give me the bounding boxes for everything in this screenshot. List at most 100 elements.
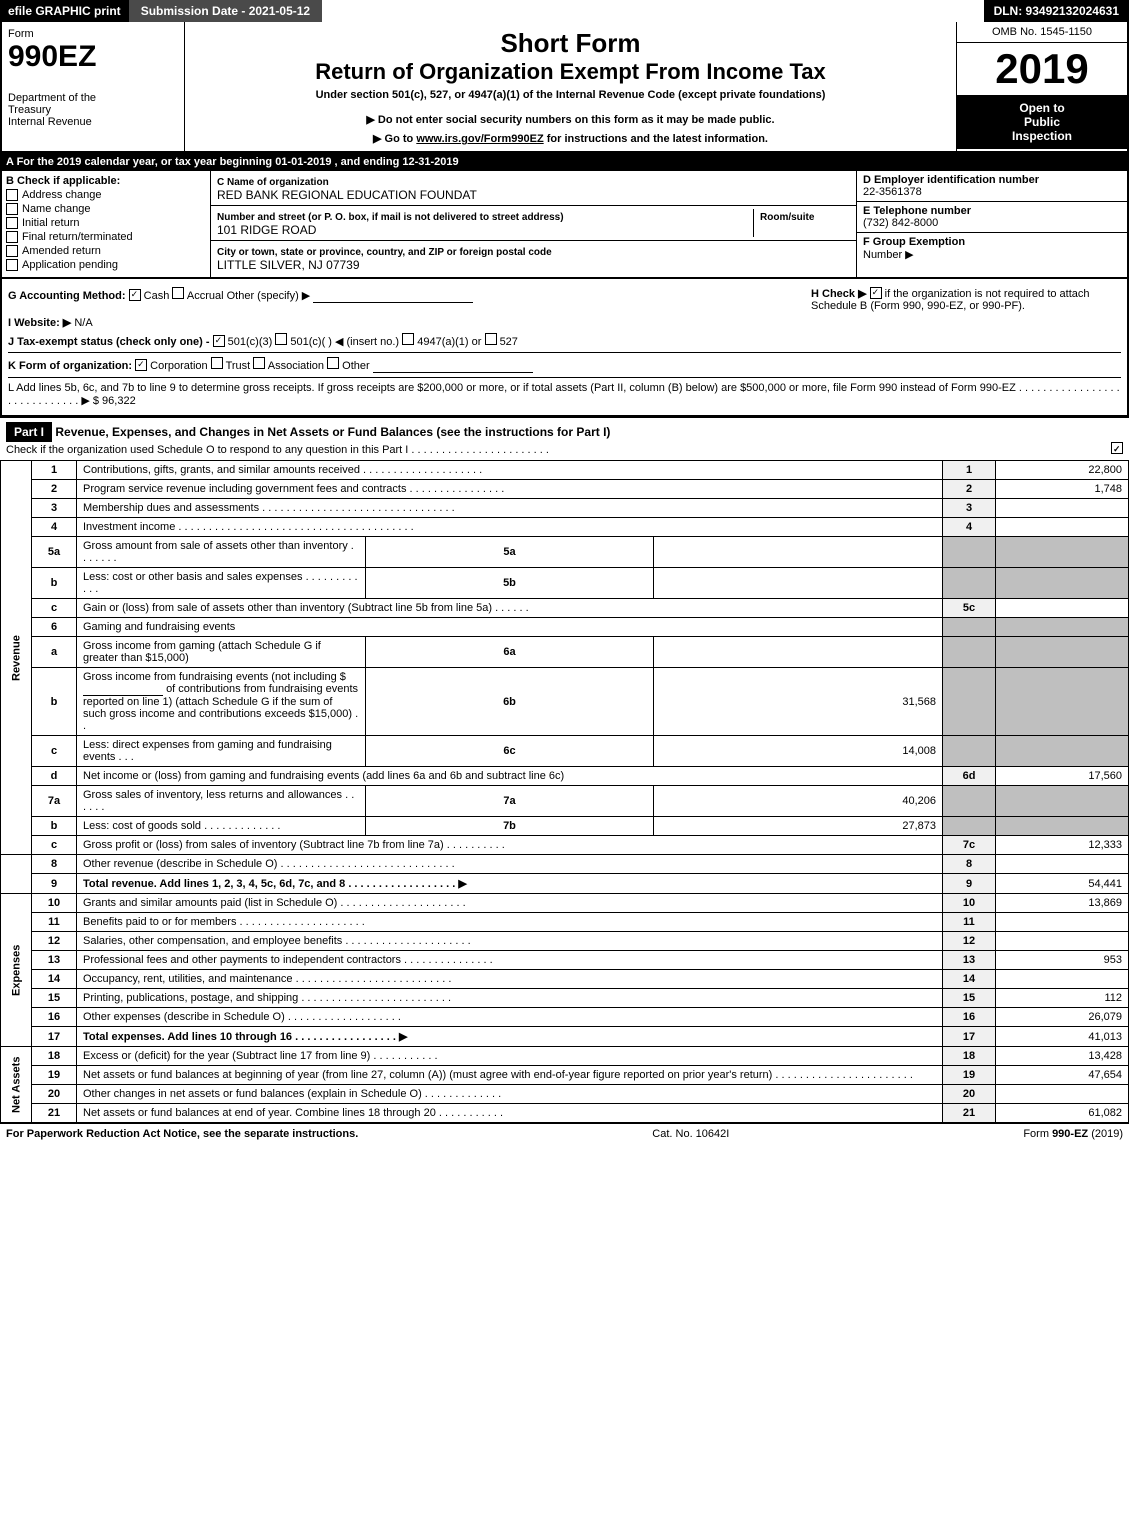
- section-b-label: B Check if applicable:: [6, 175, 206, 187]
- line-num: d: [32, 767, 77, 786]
- line-desc: Other revenue (describe in Schedule O) .…: [77, 855, 943, 874]
- box-num: 3: [943, 499, 996, 518]
- tax-year-bar: A For the 2019 calendar year, or tax yea…: [0, 153, 1129, 171]
- checkbox-label: Initial return: [22, 217, 79, 229]
- box-num: 9: [943, 874, 996, 894]
- box-num: 10: [943, 894, 996, 913]
- checkbox-h[interactable]: [870, 287, 882, 299]
- table-row: 3 Membership dues and assessments . . . …: [1, 499, 1129, 518]
- line-value: [996, 913, 1129, 932]
- checkbox-address-change[interactable]: Address change: [6, 189, 206, 201]
- header-right: OMB No. 1545-1150 2019 Open to Public In…: [956, 22, 1127, 151]
- checkbox-name-change[interactable]: Name change: [6, 203, 206, 215]
- line-num: 6: [32, 618, 77, 637]
- line-value: 12,333: [996, 836, 1129, 855]
- inspection-line3: Inspection: [1012, 129, 1072, 143]
- accrual-label: Accrual: [187, 290, 224, 302]
- checkbox-527[interactable]: [485, 333, 497, 345]
- line-desc: Net assets or fund balances at end of ye…: [77, 1104, 943, 1123]
- line-desc: Less: direct expenses from gaming and fu…: [77, 736, 366, 767]
- checkbox-association[interactable]: [253, 357, 265, 369]
- line-desc: Program service revenue including govern…: [77, 480, 943, 499]
- checkbox-other-org[interactable]: [327, 357, 339, 369]
- j-4947: 4947(a)(1) or: [417, 336, 481, 348]
- table-row: 12 Salaries, other compensation, and emp…: [1, 932, 1129, 951]
- dept-line3: Internal Revenue: [8, 116, 92, 128]
- inner-val: [654, 637, 943, 668]
- efile-print-button[interactable]: efile GRAPHIC print: [0, 0, 129, 22]
- checkbox-501c3[interactable]: [213, 335, 225, 347]
- contrib-amount-input[interactable]: [83, 683, 163, 696]
- checkbox-cash[interactable]: [129, 289, 141, 301]
- checkbox-initial-return[interactable]: Initial return: [6, 217, 206, 229]
- line-num: b: [32, 668, 77, 736]
- section-c: C Name of organization RED BANK REGIONAL…: [211, 171, 856, 277]
- box-num: 16: [943, 1008, 996, 1027]
- line-desc: Gaming and fundraising events: [77, 618, 943, 637]
- other-specify-input[interactable]: [313, 290, 473, 303]
- table-row: 16 Other expenses (describe in Schedule …: [1, 1008, 1129, 1027]
- line-value: 61,082: [996, 1104, 1129, 1123]
- line-num: 19: [32, 1066, 77, 1085]
- group-exemption-cell: F Group Exemption Number ▶: [857, 233, 1127, 264]
- checkbox-amended-return[interactable]: Amended return: [6, 245, 206, 257]
- checkbox-4947[interactable]: [402, 333, 414, 345]
- revenue-side-label: Revenue: [1, 461, 32, 855]
- revenue-side-cont: [1, 855, 32, 894]
- org-name-value: RED BANK REGIONAL EDUCATION FOUNDAT: [217, 188, 477, 202]
- section-def: D Employer identification number 22-3561…: [856, 171, 1127, 277]
- line-desc: Net assets or fund balances at beginning…: [77, 1066, 943, 1085]
- g-label: G Accounting Method:: [8, 290, 126, 302]
- line-value: 13,428: [996, 1047, 1129, 1066]
- checkbox-label: Address change: [22, 189, 102, 201]
- goto-prefix: ▶ Go to: [373, 133, 416, 145]
- checkbox-final-return[interactable]: Final return/terminated: [6, 231, 206, 243]
- inner-num: 5a: [365, 537, 654, 568]
- checkbox-application-pending[interactable]: Application pending: [6, 259, 206, 271]
- ein-cell: D Employer identification number 22-3561…: [857, 171, 1127, 202]
- line-num: c: [32, 736, 77, 767]
- table-row: 15 Printing, publications, postage, and …: [1, 989, 1129, 1008]
- checkbox-schedule-o[interactable]: [1111, 442, 1123, 454]
- form-ref-number: 990-EZ: [1052, 1128, 1088, 1140]
- box-shaded: [943, 786, 996, 817]
- line-desc: Gross amount from sale of assets other t…: [77, 537, 366, 568]
- line-value: [996, 499, 1129, 518]
- table-row: 19 Net assets or fund balances at beginn…: [1, 1066, 1129, 1085]
- line-desc: Less: cost of goods sold . . . . . . . .…: [77, 817, 366, 836]
- val-shaded: [996, 786, 1129, 817]
- table-row: 2 Program service revenue including gove…: [1, 480, 1129, 499]
- line-value: [996, 932, 1129, 951]
- checkbox-501c[interactable]: [275, 333, 287, 345]
- checkbox-accrual[interactable]: [172, 287, 184, 299]
- inspection-line2: Public: [1024, 115, 1060, 129]
- goto-suffix: for instructions and the latest informat…: [544, 133, 768, 145]
- line-desc: Membership dues and assessments . . . . …: [77, 499, 943, 518]
- checkbox-corporation[interactable]: [135, 359, 147, 371]
- k-corp: Corporation: [150, 360, 207, 372]
- group-number-label: Number ▶: [863, 249, 914, 261]
- k-other-input[interactable]: [373, 360, 533, 373]
- line-value: 17,560: [996, 767, 1129, 786]
- table-row: Net Assets 18 Excess or (deficit) for th…: [1, 1047, 1129, 1066]
- checkbox-label: Amended return: [22, 245, 101, 257]
- line-desc: Investment income . . . . . . . . . . . …: [77, 518, 943, 537]
- l-value: 96,322: [102, 395, 136, 407]
- omb-number: OMB No. 1545-1150: [957, 22, 1127, 43]
- line-num: 5a: [32, 537, 77, 568]
- line-num: 18: [32, 1047, 77, 1066]
- table-row: 5a Gross amount from sale of assets othe…: [1, 537, 1129, 568]
- line-num: 14: [32, 970, 77, 989]
- org-name-cell: C Name of organization RED BANK REGIONAL…: [211, 171, 856, 206]
- line-desc: Total revenue. Add lines 1, 2, 3, 4, 5c,…: [77, 874, 943, 894]
- phone-cell: E Telephone number (732) 842-8000: [857, 202, 1127, 233]
- checkbox-trust[interactable]: [211, 357, 223, 369]
- irs-link[interactable]: www.irs.gov/Form990EZ: [416, 133, 543, 145]
- val-shaded: [996, 618, 1129, 637]
- inner-num: 7b: [365, 817, 654, 836]
- line-num: 15: [32, 989, 77, 1008]
- topbar-spacer: [322, 0, 983, 22]
- table-row: 9 Total revenue. Add lines 1, 2, 3, 4, 5…: [1, 874, 1129, 894]
- box-num: 14: [943, 970, 996, 989]
- tax-year: 2019: [957, 43, 1127, 95]
